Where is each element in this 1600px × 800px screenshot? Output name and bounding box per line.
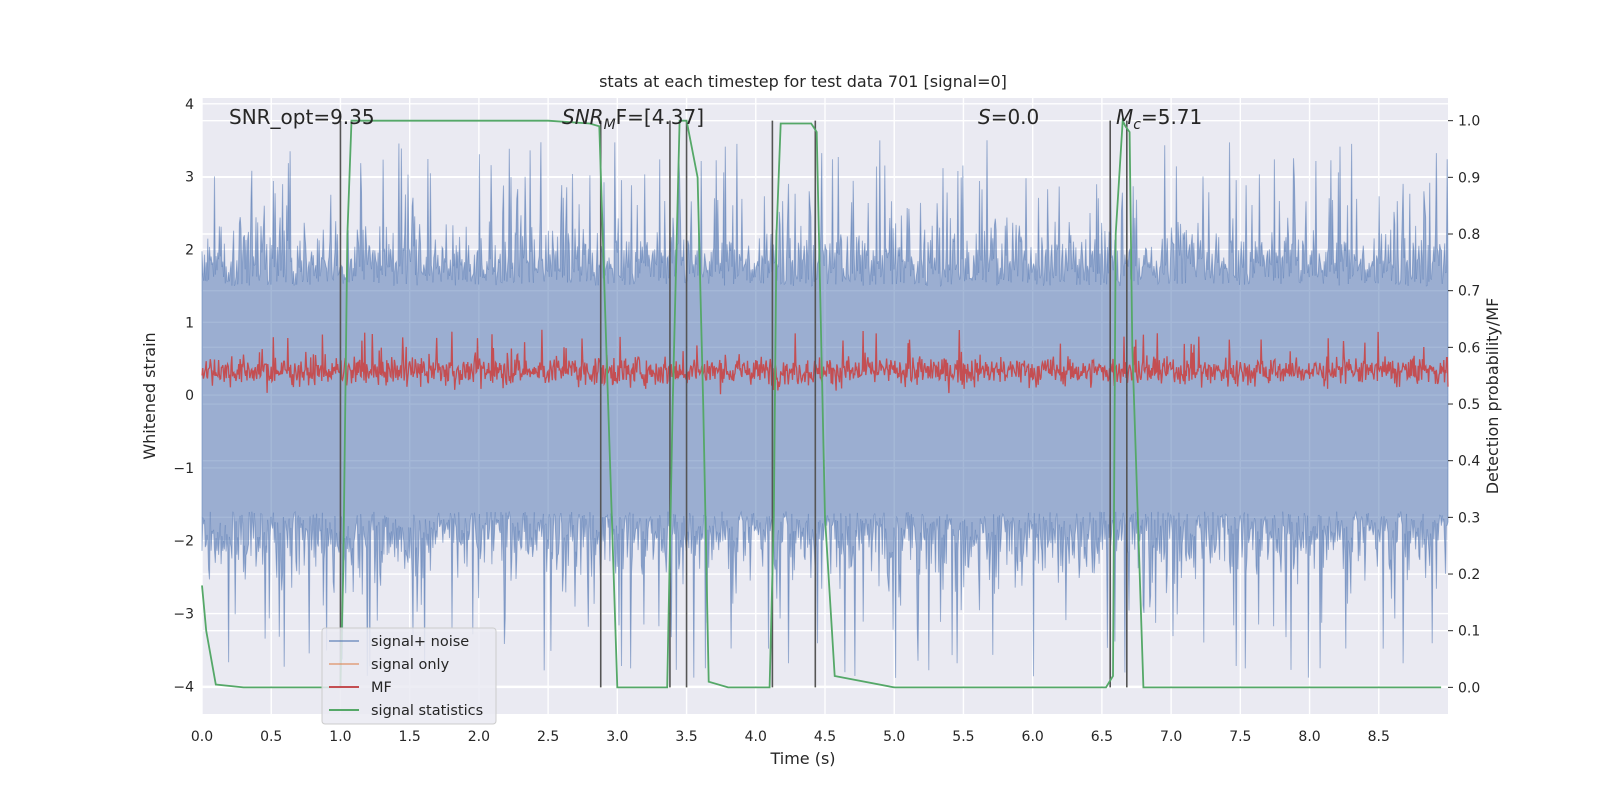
y-tick-label-right: 0.4 — [1458, 454, 1480, 470]
x-tick-label: 5.0 — [883, 729, 905, 745]
y-tick-label-left: −4 — [173, 679, 194, 695]
x-tick-label: 6.0 — [1022, 729, 1044, 745]
x-tick-label: 4.5 — [814, 729, 836, 745]
mf-trace — [201, 329, 1449, 395]
x-tick-label: 3.0 — [606, 729, 628, 745]
x-tick-label: 7.5 — [1229, 729, 1251, 745]
legend: signal+ noise signal only MF signal stat… — [321, 627, 497, 725]
y-tick-label-left: 0 — [185, 388, 194, 404]
legend-label-signal-statistics: signal statistics — [371, 703, 483, 719]
annotation-mc: Mc=5.71 — [1116, 105, 1202, 133]
legend-label-signal-only: signal only — [371, 657, 450, 673]
annotation-snr-mf-sub: M — [604, 117, 616, 133]
series-mf — [201, 329, 1449, 395]
annotation-snr-mf: SNRMF=[4.37] — [562, 105, 704, 133]
annotation-s-rest: =0.0 — [991, 105, 1040, 129]
y-tick-label-right: 1.0 — [1458, 114, 1480, 130]
x-tick-label: 0.5 — [260, 729, 282, 745]
y-axis-label-right: Detection probability/MF — [1483, 298, 1502, 495]
y-tick-label-left: 2 — [185, 242, 194, 258]
x-tick-label: 1.0 — [329, 729, 351, 745]
x-tick-label: 2.5 — [537, 729, 559, 745]
x-tick-label: 4.0 — [745, 729, 767, 745]
annotation-snr-mf-rest: F=[4.37] — [616, 105, 704, 129]
y-tick-label-right: 0.9 — [1458, 170, 1480, 186]
x-tick-label: 5.5 — [952, 729, 974, 745]
y-tick-label-right: 0.8 — [1458, 227, 1480, 243]
annotation-mc-sub: c — [1133, 117, 1141, 133]
detection-markers — [339, 120, 1128, 688]
y-tick-label-left: 3 — [185, 170, 194, 186]
annotation-snr-mf-base: SNR — [562, 105, 604, 129]
y-tick-label-right: 0.0 — [1458, 680, 1480, 696]
x-tick-label: 8.5 — [1368, 729, 1390, 745]
annotation-mc-rest: =5.71 — [1141, 105, 1202, 129]
signal-noise-trace — [201, 140, 1449, 678]
x-tick-label: 6.5 — [1091, 729, 1113, 745]
y-tick-label-left: 1 — [185, 315, 194, 331]
x-tick-label: 0.0 — [191, 729, 213, 745]
x-tick-label: 2.0 — [468, 729, 490, 745]
legend-label-signal-noise: signal+ noise — [371, 634, 469, 650]
x-tick-label: 8.0 — [1298, 729, 1320, 745]
axis-ticks: 0.0 0.5 1.0 1.5 2.0 2.5 3.0 3.5 4.0 4.5 5.0 5.5 6.0 6… — [173, 97, 1480, 745]
y-tick-label-left: −2 — [173, 534, 194, 550]
y-tick-label-right: 0.1 — [1458, 624, 1480, 640]
legend-box — [321, 627, 497, 725]
y-tick-label-left: −1 — [173, 461, 194, 477]
annotation-mc-label: M — [1116, 105, 1133, 129]
y-tick-label-right: 0.3 — [1458, 510, 1480, 526]
y-tick-label-left: 4 — [185, 97, 194, 113]
x-tick-label: 1.5 — [399, 729, 421, 745]
legend-label-mf: MF — [371, 680, 392, 696]
y-tick-label-right: 0.2 — [1458, 567, 1480, 583]
chart-title: stats at each timestep for test data 701… — [599, 72, 1007, 91]
y-tick-label-right: 0.7 — [1458, 284, 1480, 300]
annotation-snr-opt: SNR_opt=9.35 — [229, 105, 375, 129]
y-axis-label-left: Whitened strain — [140, 332, 159, 459]
series-signal-statistics — [201, 117, 1442, 689]
y-tick-label-right: 0.6 — [1458, 340, 1480, 356]
annotation-s-label: S — [978, 105, 991, 129]
x-tick-label: 7.0 — [1160, 729, 1182, 745]
y-tick-label-right: 0.5 — [1458, 397, 1480, 413]
series-signal-noise — [201, 140, 1449, 678]
signal-statistics-line — [201, 117, 1442, 689]
x-axis-label: Time (s) — [769, 749, 835, 768]
y-tick-label-left: −3 — [173, 607, 194, 623]
x-tick-label: 3.5 — [675, 729, 697, 745]
annotation-s: S=0.0 — [978, 105, 1039, 129]
